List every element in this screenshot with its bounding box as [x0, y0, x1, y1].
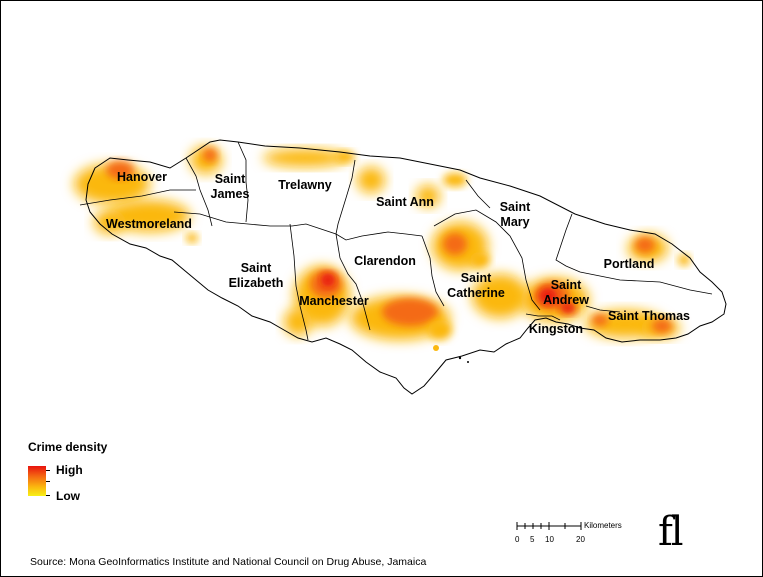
source-note: Source: Mona GeoInformatics Institute an…	[30, 556, 427, 568]
legend-tick-mid	[46, 481, 50, 482]
islet	[467, 361, 469, 363]
kingston-harbour	[525, 313, 561, 321]
label-saint-elizabeth-line1: Saint	[241, 261, 272, 275]
label-saint-andrew-line1: Saint	[551, 278, 582, 292]
legend-color-ramp	[28, 466, 46, 496]
legend: Crime density High Low	[28, 440, 107, 516]
legend-tick-low	[46, 495, 50, 496]
legend-tick-high	[46, 470, 50, 471]
label-hanover: Hanover	[117, 170, 167, 184]
scale-tick-label: 10	[545, 535, 554, 544]
label-saint-ann: Saint Ann	[376, 195, 434, 209]
label-trelawny: Trelawny	[278, 178, 332, 192]
label-saint-thomas: Saint Thomas	[608, 309, 690, 323]
parish-labels: Hanover Saint James Trelawny Saint Ann S…	[106, 170, 690, 336]
legend-title: Crime density	[28, 440, 108, 454]
legend-body: High Low	[28, 463, 107, 516]
label-saint-elizabeth-line2: Elizabeth	[229, 276, 284, 290]
label-kingston: Kingston	[529, 322, 583, 336]
islet	[458, 356, 462, 360]
legend-low-label: Low	[56, 489, 80, 503]
label-saint-catherine-line1: Saint	[461, 271, 492, 285]
scale-tick-label: 20	[576, 535, 585, 544]
label-saint-james-line2: James	[211, 187, 250, 201]
label-saint-james-line1: Saint	[215, 172, 246, 186]
jamaica-outline	[85, 139, 727, 395]
crime-density-layer	[74, 146, 690, 351]
scale-tick-label: 0	[515, 535, 520, 544]
scale-tick-label: 5	[530, 535, 535, 544]
label-manchester: Manchester	[299, 294, 369, 308]
label-portland: Portland	[604, 257, 655, 271]
label-clarendon: Clarendon	[354, 254, 416, 268]
legend-high-label: High	[56, 463, 83, 477]
scale-bar-graphic	[516, 522, 582, 530]
label-saint-andrew-line2: Andrew	[543, 293, 589, 307]
publisher-logo: fl	[658, 509, 684, 555]
label-westmoreland: Westmoreland	[106, 217, 192, 231]
parish-boundaries	[79, 141, 713, 341]
label-saint-catherine-line2: Catherine	[447, 286, 505, 300]
label-saint-mary-line2: Mary	[500, 215, 529, 229]
label-saint-mary-line1: Saint	[500, 200, 531, 214]
scale-unit: Kilometers	[584, 521, 622, 530]
